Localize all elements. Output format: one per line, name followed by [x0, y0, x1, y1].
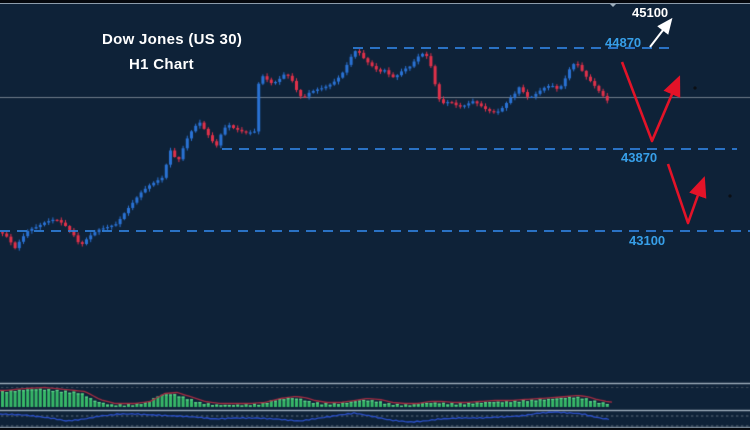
chart-title-instrument: Dow Jones (US 30): [102, 31, 243, 48]
price-label-45100[interactable]: 45100: [632, 5, 669, 20]
projection-arrow-2[interactable]: [666, 163, 707, 225]
price-label-43100[interactable]: 43100: [629, 233, 666, 248]
window-bottom-edge: [0, 428, 750, 430]
window-top-edge: [0, 0, 750, 4]
stray-dot: [693, 86, 697, 90]
chart-title-timeframe: H1 Chart: [129, 56, 194, 73]
projection-arrow-1[interactable]: [620, 61, 681, 143]
breakout-arrow[interactable]: [649, 17, 673, 48]
stray-dot: [728, 194, 732, 198]
price-label-44870[interactable]: 44870: [605, 35, 642, 50]
price-label-43870[interactable]: 43870: [621, 150, 658, 165]
